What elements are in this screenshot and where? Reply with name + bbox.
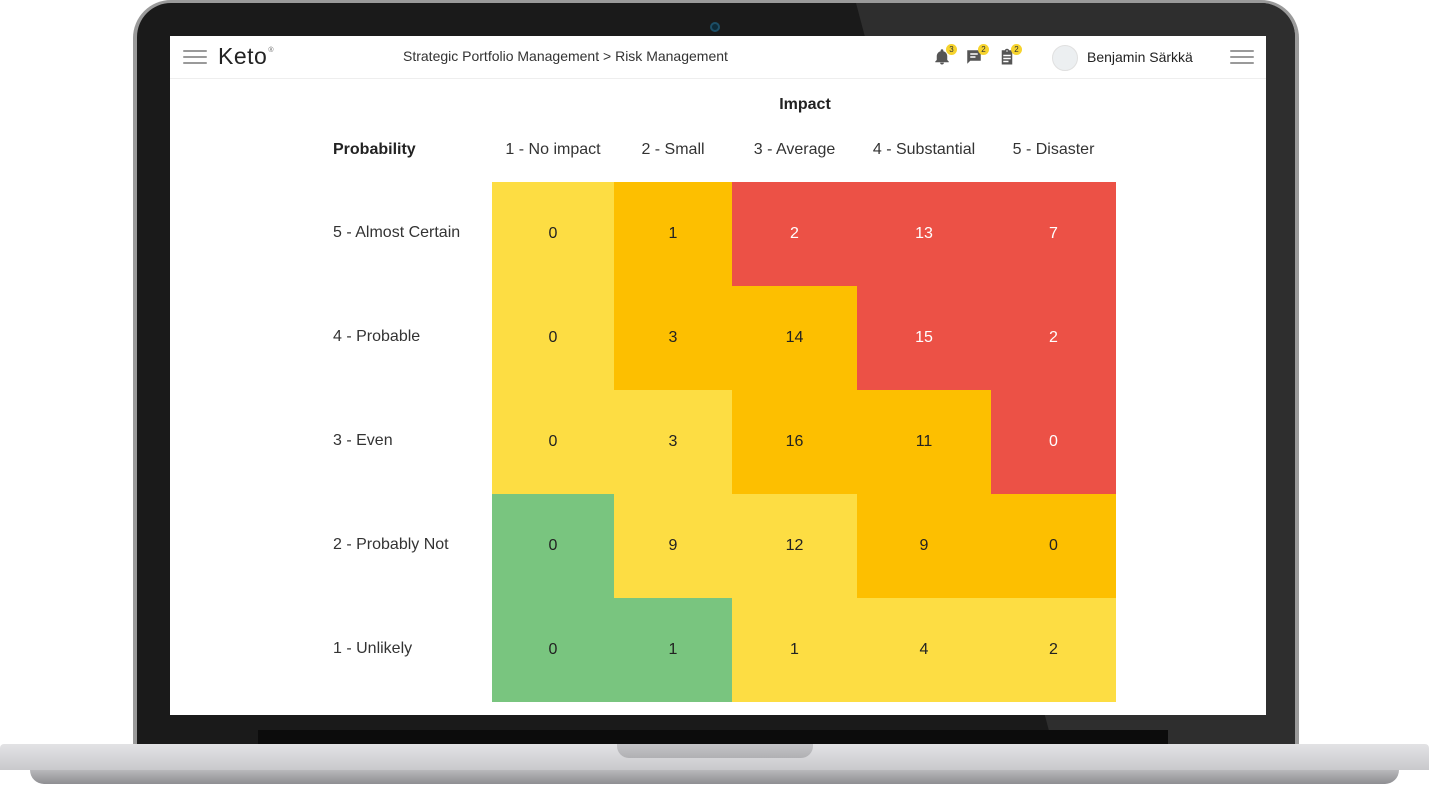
messages-badge: 2 [978, 44, 989, 55]
breadcrumb-current: Risk Management [615, 48, 728, 64]
logo-text: Keto [218, 43, 268, 69]
registered-mark: ® [268, 47, 274, 54]
user-menu-icon[interactable] [1230, 50, 1254, 66]
breadcrumb-parent[interactable]: Strategic Portfolio Management [403, 48, 600, 64]
risk-cell[interactable]: 12 [732, 494, 857, 598]
impact-column-header: 5 - Disaster [1012, 141, 1095, 158]
probability-row-header: 1 - Unlikely [333, 640, 413, 657]
probability-axis-title: Probability [333, 141, 416, 158]
risk-cell[interactable]: 3 [614, 286, 732, 390]
app-screen: Keto® Strategic Portfolio Management > R… [170, 36, 1266, 715]
impact-axis-title: Impact [779, 96, 831, 113]
risk-cell[interactable]: 0 [492, 390, 614, 494]
risk-cell[interactable]: 0 [991, 390, 1116, 494]
user-name[interactable]: Benjamin Särkkä [1087, 49, 1193, 65]
probability-row-header: 4 - Probable [333, 328, 421, 345]
laptop-base [0, 744, 1429, 786]
risk-cell[interactable]: 0 [492, 494, 614, 598]
clipboard-icon [1001, 48, 1013, 65]
risk-cell[interactable]: 15 [857, 286, 991, 390]
risk-cell[interactable]: 7 [991, 182, 1116, 286]
notifications-button[interactable]: 3 [933, 44, 957, 68]
probability-row-header: 5 - Almost Certain [333, 224, 461, 241]
risk-cell[interactable]: 0 [492, 598, 614, 702]
laptop-hinge [258, 730, 1168, 744]
impact-column-header: 3 - Average [753, 141, 836, 158]
chat-icon [967, 50, 981, 64]
top-bar: Keto® Strategic Portfolio Management > R… [170, 36, 1266, 79]
laptop-base-bottom [30, 770, 1399, 784]
risk-cell[interactable]: 2 [991, 598, 1116, 702]
risk-cell[interactable]: 3 [614, 390, 732, 494]
impact-column-header: 4 - Substantial [872, 141, 976, 158]
notifications-badge: 3 [946, 44, 957, 55]
risk-cell[interactable]: 2 [732, 182, 857, 286]
webcam [710, 22, 720, 32]
risk-cell[interactable]: 2 [991, 286, 1116, 390]
tasks-badge: 2 [1011, 44, 1022, 55]
risk-cell[interactable]: 9 [614, 494, 732, 598]
risk-cell[interactable]: 0 [492, 182, 614, 286]
risk-cell[interactable]: 0 [492, 286, 614, 390]
avatar[interactable] [1052, 45, 1078, 71]
risk-cell[interactable]: 4 [857, 598, 991, 702]
risk-cell[interactable]: 9 [857, 494, 991, 598]
probability-row-header: 2 - Probably Not [333, 536, 449, 553]
risk-cell[interactable]: 1 [732, 598, 857, 702]
breadcrumb-separator: > [603, 48, 612, 64]
risk-cell[interactable]: 1 [614, 598, 732, 702]
risk-cell[interactable]: 16 [732, 390, 857, 494]
risk-cell[interactable]: 11 [857, 390, 991, 494]
laptop-notch [617, 744, 813, 758]
risk-cell[interactable]: 0 [991, 494, 1116, 598]
impact-column-header: 2 - Small [641, 141, 705, 158]
impact-column-header: 1 - No impact [505, 141, 601, 158]
risk-cell[interactable]: 13 [857, 182, 991, 286]
tasks-button[interactable]: 2 [998, 44, 1022, 68]
breadcrumb: Strategic Portfolio Management > Risk Ma… [403, 48, 728, 64]
hamburger-menu-icon[interactable] [183, 50, 207, 66]
risk-cell[interactable]: 1 [614, 182, 732, 286]
app-logo[interactable]: Keto® [218, 43, 274, 70]
bell-icon [935, 49, 949, 65]
risk-cell[interactable]: 14 [732, 286, 857, 390]
probability-row-header: 3 - Even [333, 432, 393, 449]
messages-button[interactable]: 2 [965, 44, 989, 68]
